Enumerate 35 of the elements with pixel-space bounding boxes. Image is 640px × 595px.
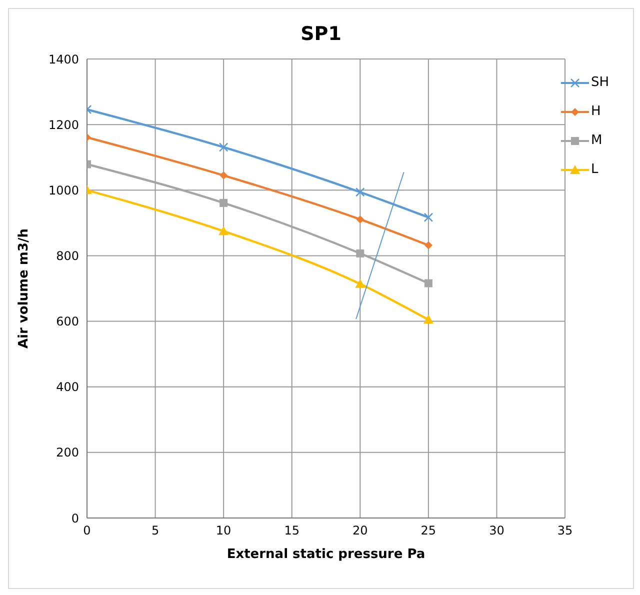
x-tick-label: 10 bbox=[216, 524, 232, 538]
point bbox=[356, 215, 364, 224]
legend-label: H bbox=[591, 104, 601, 119]
point bbox=[424, 241, 432, 250]
legend-label: L bbox=[591, 162, 598, 177]
legend-label: SH bbox=[591, 75, 610, 90]
point bbox=[424, 212, 434, 222]
y-tick-label: 800 bbox=[56, 248, 79, 263]
point bbox=[356, 249, 364, 258]
point bbox=[355, 187, 365, 197]
x-tick-label: 20 bbox=[352, 524, 368, 538]
y-tick-label: 200 bbox=[56, 446, 79, 460]
x-tick-label: 0 bbox=[83, 524, 91, 538]
y-tick-label: 1200 bbox=[48, 118, 79, 132]
point bbox=[220, 171, 228, 180]
y-tick-label: 600 bbox=[56, 314, 79, 329]
point bbox=[218, 142, 228, 152]
point bbox=[423, 314, 434, 324]
x-tick-label: 35 bbox=[557, 524, 573, 538]
x-tick-label: 15 bbox=[284, 524, 300, 538]
x-tick-label: 25 bbox=[420, 524, 436, 538]
point bbox=[220, 198, 228, 207]
y-tick-label: 0 bbox=[71, 511, 79, 526]
point bbox=[355, 278, 366, 288]
x-axis-title: External static pressure Pa bbox=[226, 547, 426, 562]
legend-label: M bbox=[591, 133, 602, 148]
point bbox=[218, 226, 229, 236]
point bbox=[424, 279, 432, 288]
x-tick-label: 30 bbox=[489, 524, 504, 538]
chart-title: SP1 bbox=[300, 23, 342, 45]
y-axis-title: Air volume m3/h bbox=[16, 228, 32, 349]
x-tick-label: 5 bbox=[151, 524, 160, 538]
y-tick-label: 1400 bbox=[48, 52, 79, 66]
y-tick-label: 400 bbox=[56, 380, 79, 394]
y-tick-label: 1000 bbox=[48, 183, 79, 198]
